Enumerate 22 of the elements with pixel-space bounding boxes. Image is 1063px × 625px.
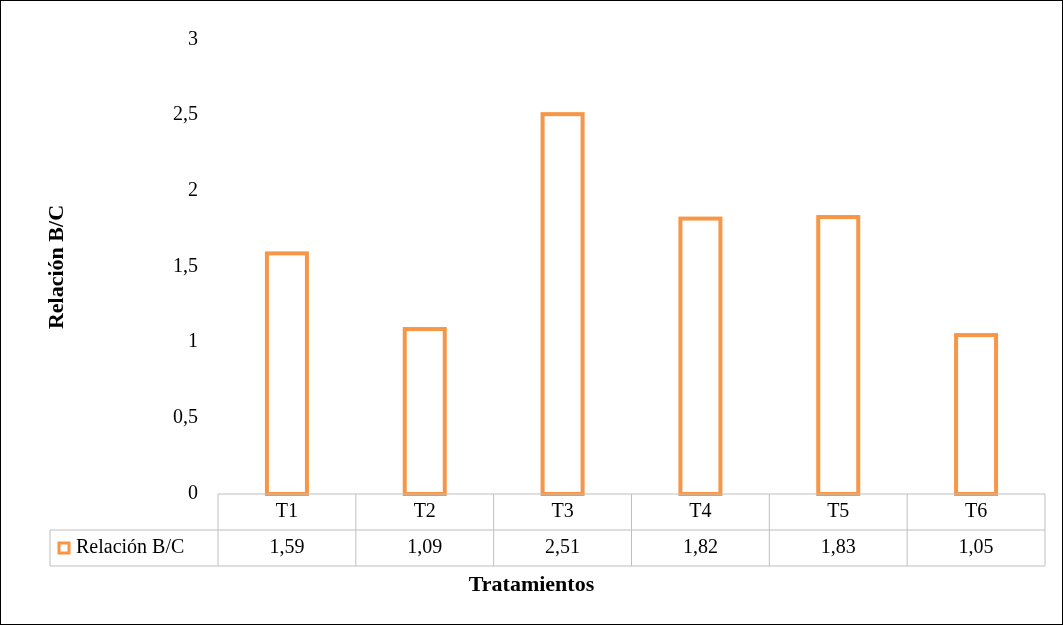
x-tick-label: T2 <box>413 498 436 521</box>
y-tick-label: 0 <box>188 480 198 503</box>
legend-label: Relación B/C <box>76 534 185 557</box>
y-tick-label: 2 <box>188 177 198 200</box>
data-label: 1,83 <box>820 534 856 557</box>
x-tick-label: T1 <box>275 498 299 521</box>
data-label: 1,05 <box>958 534 994 557</box>
x-axis-title: Tratamientos <box>468 571 595 597</box>
x-tick-label: T3 <box>551 498 574 521</box>
y-tick-label: 1,5 <box>173 253 198 276</box>
data-label: 1,59 <box>269 534 305 557</box>
y-tick-label: 2,5 <box>173 102 198 125</box>
y-tick-label: 3 <box>188 26 198 49</box>
y-axis-title: Relación B/C <box>43 204 69 330</box>
x-tick-label: T4 <box>689 498 712 521</box>
x-tick-label: T6 <box>964 498 988 521</box>
x-tick-label: T5 <box>827 498 850 521</box>
y-tick-label: 0,5 <box>173 404 198 427</box>
data-label: 1,82 <box>682 534 718 557</box>
data-label: 1,09 <box>407 534 443 557</box>
data-label: 2,51 <box>545 534 581 557</box>
y-tick-label: 1 <box>188 329 198 352</box>
